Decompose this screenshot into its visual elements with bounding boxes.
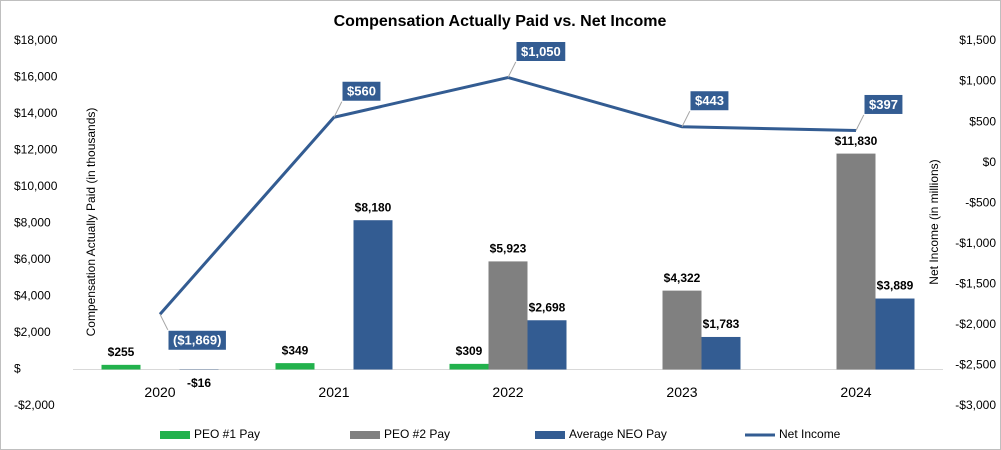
bar bbox=[875, 298, 915, 370]
data-label-box bbox=[515, 41, 567, 62]
y-tick-label: $10,000 bbox=[14, 179, 58, 193]
bar bbox=[527, 320, 567, 370]
legend-swatch bbox=[535, 431, 565, 439]
y2-tick-label: $500 bbox=[969, 114, 996, 128]
data-label: $4,322 bbox=[664, 271, 701, 285]
y-tick-label: $6,000 bbox=[14, 252, 51, 266]
data-label: $349 bbox=[282, 343, 309, 357]
legend-label: Average NEO Pay bbox=[569, 427, 667, 441]
data-label-box bbox=[863, 93, 904, 115]
y2-tick-label: $0 bbox=[983, 155, 997, 169]
legend-swatch bbox=[350, 431, 380, 439]
bar bbox=[353, 220, 393, 370]
leader-line bbox=[507, 61, 517, 78]
bar bbox=[449, 363, 489, 370]
y2-tick-label: -$500 bbox=[965, 195, 996, 209]
legend-swatch bbox=[160, 431, 190, 439]
leader-line bbox=[159, 314, 169, 331]
data-label: $5,923 bbox=[490, 242, 527, 256]
data-label: $3,889 bbox=[877, 279, 914, 293]
bar bbox=[662, 290, 702, 370]
y2-tick-label: -$1,000 bbox=[955, 236, 996, 250]
data-label-box bbox=[167, 329, 227, 351]
leader-line bbox=[333, 101, 343, 118]
data-label: $8,180 bbox=[355, 200, 392, 214]
legend-label: PEO #1 Pay bbox=[194, 427, 260, 441]
data-label: $1,783 bbox=[703, 317, 740, 331]
y-tick-label: $12,000 bbox=[14, 143, 58, 157]
y2-tick-label: -$2,000 bbox=[955, 317, 996, 331]
data-label: ($1,869) bbox=[173, 333, 221, 348]
y-tick-label: $14,000 bbox=[14, 106, 58, 120]
data-label: $1,050 bbox=[521, 44, 561, 59]
bar bbox=[275, 363, 315, 370]
legend-label: Net Income bbox=[779, 427, 841, 441]
data-label: -$16 bbox=[187, 376, 211, 390]
data-label-box bbox=[341, 80, 382, 102]
chart-title: Compensation Actually Paid vs. Net Incom… bbox=[334, 13, 667, 30]
data-label-box bbox=[689, 90, 730, 112]
x-tick-label: 2023 bbox=[666, 384, 697, 400]
data-label: $560 bbox=[347, 84, 376, 99]
data-label: $2,698 bbox=[529, 300, 566, 314]
data-label: $309 bbox=[456, 344, 483, 358]
data-label: $397 bbox=[869, 97, 898, 112]
bar bbox=[101, 364, 141, 370]
y-tick-label: $2,000 bbox=[14, 325, 51, 339]
data-label: $11,830 bbox=[835, 134, 878, 148]
y-tick-label: $4,000 bbox=[14, 289, 51, 303]
y-tick-label: $ bbox=[14, 362, 21, 376]
y-tick-label: $8,000 bbox=[14, 216, 51, 230]
y-tick-label: -$2,000 bbox=[14, 398, 55, 412]
y-tick-label: $16,000 bbox=[14, 70, 58, 84]
bar bbox=[488, 261, 528, 370]
bar bbox=[836, 153, 876, 370]
x-tick-label: 2020 bbox=[144, 384, 175, 400]
y2-tick-label: -$2,500 bbox=[955, 358, 996, 372]
y-axis-title: Compensation Actually Paid (in thousands… bbox=[84, 108, 98, 337]
x-tick-label: 2024 bbox=[840, 384, 871, 400]
bar bbox=[701, 336, 741, 370]
data-label: $255 bbox=[108, 345, 135, 359]
leader-line bbox=[681, 110, 691, 127]
data-label: $443 bbox=[695, 93, 724, 108]
y2-tick-label: -$1,500 bbox=[955, 277, 996, 291]
leader-line bbox=[855, 114, 865, 131]
y2-tick-label: -$3,000 bbox=[955, 398, 996, 412]
y2-tick-label: $1,000 bbox=[959, 74, 996, 88]
x-tick-label: 2021 bbox=[318, 384, 349, 400]
legend-label: PEO #2 Pay bbox=[384, 427, 450, 441]
x-tick-label: 2022 bbox=[492, 384, 523, 400]
y-tick-label: $18,000 bbox=[14, 33, 58, 47]
y2-tick-label: $1,500 bbox=[959, 33, 996, 47]
y2-axis-title: Net Income (in millions) bbox=[927, 159, 941, 284]
